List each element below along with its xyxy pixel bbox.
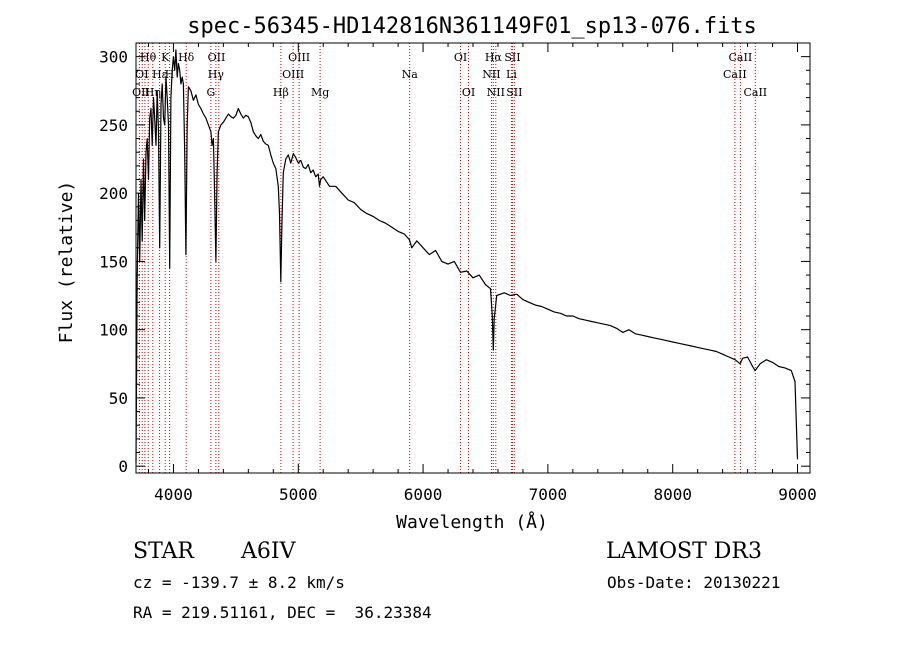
x-tick-label: 4000 [154, 485, 193, 504]
obs-date-text: Obs-Date: 20130221 [607, 573, 781, 592]
line-label: OI [135, 68, 148, 81]
line-label: Mg [311, 86, 329, 99]
chart-title: spec-56345-HD142816N361149F01_sp13-076.f… [187, 14, 757, 39]
line-label: Hβ [273, 86, 289, 99]
line-label: G [206, 86, 215, 99]
x-axis-label: Wavelength (Å) [396, 511, 548, 533]
line-label: Na [402, 68, 419, 81]
x-tick-label: 9000 [778, 485, 817, 504]
y-tick-label: 300 [99, 48, 128, 67]
y-tick-label: 0 [118, 457, 128, 476]
survey-name: LAMOST DR3 [606, 539, 762, 564]
object-class: STAR [133, 539, 194, 564]
coords-text: RA = 219.51161, DEC = 36.23384 [133, 603, 432, 622]
line-label: CaII [743, 86, 767, 99]
line-label: OII [208, 51, 226, 64]
line-label: SII [504, 51, 520, 64]
line-label: Li [506, 68, 517, 81]
line-label: OIII [288, 51, 310, 64]
line-label: H [165, 68, 175, 81]
y-tick-label: 200 [99, 184, 128, 203]
spectrum-line [135, 49, 799, 464]
object-subclass: A6IV [241, 539, 296, 564]
line-label: K [161, 51, 170, 64]
line-label: Hη [145, 86, 161, 99]
redshift-text: cz = -139.7 ± 8.2 km/s [133, 573, 345, 592]
axis-ticks [136, 43, 810, 473]
plot-frame [135, 42, 811, 474]
x-tick-labels: 4000 5000 6000 7000 8000 9000 [154, 485, 817, 504]
x-tick-label: 5000 [279, 485, 318, 504]
line-label: NII [482, 68, 500, 81]
y-axis-label: Flux (relative) [56, 181, 77, 344]
y-tick-label: 250 [99, 116, 128, 135]
line-label: OI [454, 51, 467, 64]
y-tick-label: 150 [99, 252, 128, 271]
y-tick-label: 100 [99, 321, 128, 340]
line-label: Hθ [140, 51, 157, 64]
line-label: Hδ [178, 51, 195, 64]
line-label: Hε [152, 68, 168, 81]
y-tick-label: 50 [109, 389, 128, 408]
line-label: NII [487, 86, 505, 99]
emission-line-markers [138, 43, 756, 473]
line-label: SII [506, 86, 522, 99]
line-label: CaII [723, 68, 747, 81]
line-label: OIII [282, 68, 304, 81]
line-label: OI [462, 86, 475, 99]
line-label: CaII [729, 51, 753, 64]
x-tick-label: 8000 [653, 485, 692, 504]
spectrum-series [135, 49, 799, 464]
x-tick-label: 7000 [529, 485, 568, 504]
line-label: OII [132, 86, 150, 99]
y-tick-labels: 0 50 100 150 200 250 300 [99, 48, 128, 477]
line-label: Hα [485, 51, 503, 64]
line-label: Hγ [208, 68, 225, 81]
x-tick-label: 6000 [404, 485, 443, 504]
